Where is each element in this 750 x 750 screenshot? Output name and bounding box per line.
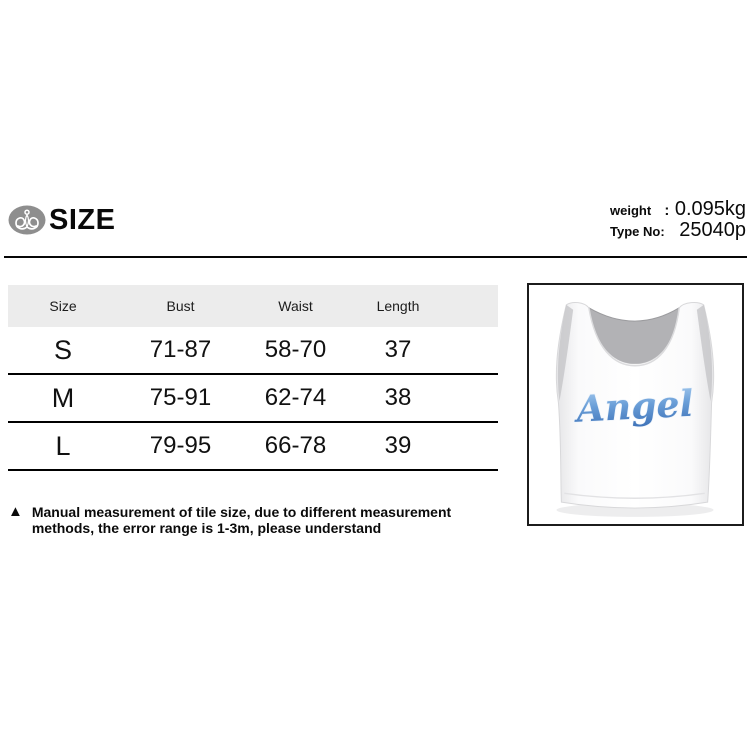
type-no-label: Type No: [610, 224, 665, 239]
page-title: SIZE [49, 204, 116, 236]
product-photo-box: Angel [527, 283, 744, 526]
table-row-l: L 79-95 66-78 39 [8, 423, 498, 471]
column-header-waist: Waist [278, 298, 313, 314]
bust-value: 75-91 [149, 384, 212, 411]
size-table: Size Bust Waist Length S 71-87 58-70 37 … [8, 285, 498, 471]
type-no-row: Type No: 25040p [610, 219, 746, 241]
waist-value: 66-78 [264, 432, 327, 459]
size-value: S [53, 334, 72, 365]
bust-value: 71-87 [149, 336, 212, 363]
weight-colon: : [664, 202, 670, 219]
warning-triangle-icon: ▲ [8, 503, 23, 520]
size-value: L [55, 430, 71, 461]
weight-row: weight : 0.095kg [610, 198, 746, 220]
column-header-size: Size [49, 298, 77, 314]
angel-graphic-text: Angel [572, 382, 694, 431]
type-no-value: 25040p [679, 219, 746, 241]
weight-label: weight [610, 203, 652, 218]
waist-value: 62-74 [264, 384, 327, 411]
length-value: 39 [384, 432, 412, 459]
column-header-length: Length [376, 298, 420, 314]
waist-value: 58-70 [264, 336, 327, 363]
bust-value: 79-95 [149, 432, 212, 459]
size-value: M [51, 382, 75, 413]
length-value: 37 [384, 336, 412, 363]
header-divider [4, 256, 747, 258]
product-specs: weight : 0.095kg Type No: 25040p [610, 198, 746, 241]
brand-block: SIZE [8, 204, 115, 236]
length-value: 38 [384, 384, 412, 411]
tank-top-product-image: Angel [529, 285, 742, 524]
size-table-header-row: Size Bust Waist Length [8, 285, 498, 327]
table-row-s: S 71-87 58-70 37 [8, 327, 498, 375]
measurement-note-text: Manual measurement of tile size, due to … [31, 504, 452, 536]
table-row-m: M 75-91 62-74 38 [8, 375, 498, 423]
weight-value: 0.095kg [674, 198, 746, 220]
floral-swirl-logo-icon [8, 205, 46, 235]
column-header-bust: Bust [166, 298, 195, 314]
measurement-note: ▲ Manual measurement of tile size, due t… [8, 503, 486, 537]
